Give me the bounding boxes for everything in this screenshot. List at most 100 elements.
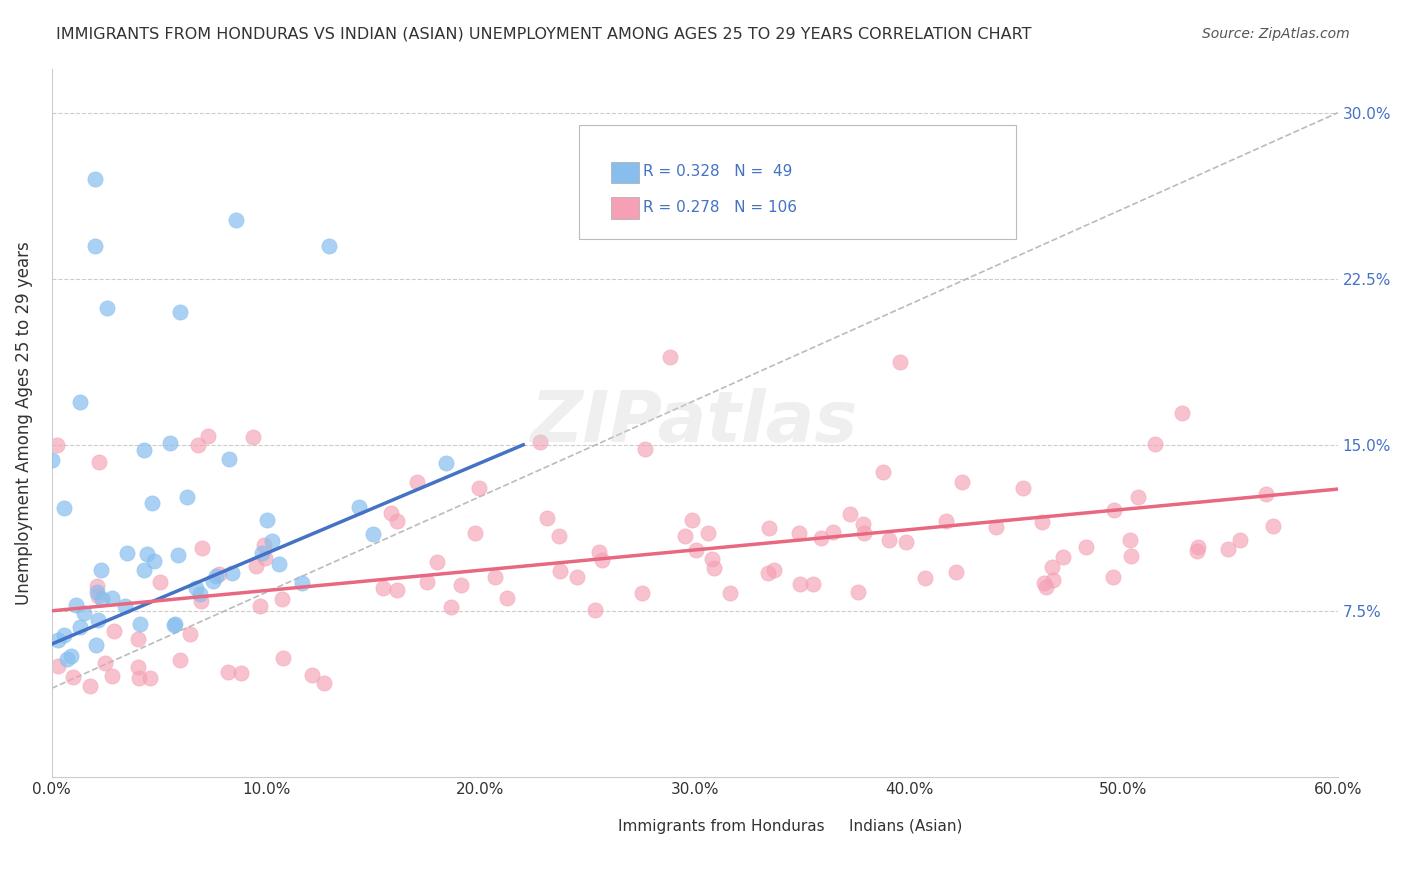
- Point: [1170, 406, 1192, 420]
- Point: [242, 430, 264, 444]
- Point: [1012, 481, 1035, 495]
- Text: ZIPatlas: ZIPatlas: [531, 388, 859, 458]
- Point: [205, 569, 228, 583]
- Point: [135, 548, 157, 562]
- Point: [208, 566, 231, 581]
- Point: [536, 510, 558, 524]
- Point: [91, 592, 114, 607]
- FancyBboxPatch shape: [612, 197, 640, 219]
- Point: [548, 564, 571, 578]
- Y-axis label: Unemployment Among Ages 25 to 29 years: Unemployment Among Ages 25 to 29 years: [15, 241, 32, 605]
- Point: [169, 305, 191, 319]
- Point: [191, 541, 214, 555]
- Point: [810, 531, 832, 545]
- Point: [163, 617, 186, 632]
- Point: [1229, 533, 1251, 548]
- Point: [267, 557, 290, 571]
- Text: R = 0.278   N = 106: R = 0.278 N = 106: [644, 200, 797, 215]
- Point: [852, 517, 875, 532]
- Point: [801, 577, 824, 591]
- Point: [838, 507, 860, 521]
- Point: [889, 355, 911, 369]
- Point: [159, 436, 181, 450]
- Point: [984, 520, 1007, 534]
- Point: [52, 628, 75, 642]
- Point: [84, 638, 107, 652]
- Point: [129, 617, 152, 632]
- Point: [846, 585, 869, 599]
- Point: [450, 578, 472, 592]
- Point: [1256, 487, 1278, 501]
- Point: [132, 563, 155, 577]
- Point: [763, 564, 786, 578]
- Point: [318, 239, 340, 253]
- Point: [83, 172, 105, 186]
- Point: [702, 552, 724, 566]
- Point: [225, 213, 247, 227]
- Text: Indians (Asian): Indians (Asian): [849, 819, 962, 834]
- Point: [631, 586, 654, 600]
- Point: [270, 591, 292, 606]
- Point: [756, 566, 779, 581]
- Point: [271, 651, 294, 665]
- Point: [169, 653, 191, 667]
- Point: [142, 554, 165, 568]
- Point: [1216, 542, 1239, 557]
- Text: IMMIGRANTS FROM HONDURAS VS INDIAN (ASIAN) UNEMPLOYMENT AMONG AGES 25 TO 29 YEAR: IMMIGRANTS FROM HONDURAS VS INDIAN (ASIA…: [56, 27, 1032, 42]
- Point: [440, 599, 463, 614]
- Point: [83, 238, 105, 252]
- Point: [179, 627, 201, 641]
- Point: [149, 574, 172, 589]
- Point: [184, 581, 207, 595]
- Point: [1042, 573, 1064, 587]
- Point: [681, 513, 703, 527]
- Point: [1035, 580, 1057, 594]
- Point: [950, 475, 973, 489]
- Point: [591, 553, 613, 567]
- Point: [633, 442, 655, 457]
- Point: [87, 613, 110, 627]
- Point: [1102, 503, 1125, 517]
- Point: [703, 560, 725, 574]
- Point: [588, 545, 610, 559]
- Point: [426, 555, 449, 569]
- Point: [567, 570, 589, 584]
- Point: [823, 525, 845, 540]
- Point: [464, 526, 486, 541]
- Point: [1074, 540, 1097, 554]
- Point: [1052, 550, 1074, 565]
- Point: [673, 529, 696, 543]
- Point: [583, 602, 606, 616]
- Point: [73, 606, 96, 620]
- Point: [529, 434, 551, 449]
- Point: [1187, 544, 1209, 558]
- Point: [373, 582, 395, 596]
- Point: [484, 570, 506, 584]
- Point: [1187, 540, 1209, 554]
- Point: [1119, 533, 1142, 547]
- Point: [685, 542, 707, 557]
- Point: [167, 548, 190, 562]
- Point: [349, 500, 371, 514]
- Point: [89, 455, 111, 469]
- Point: [94, 656, 117, 670]
- Point: [201, 574, 224, 588]
- Point: [96, 301, 118, 315]
- Point: [789, 576, 811, 591]
- FancyBboxPatch shape: [612, 162, 640, 183]
- Point: [387, 514, 409, 528]
- Point: [52, 500, 75, 515]
- Point: [87, 589, 110, 603]
- Point: [256, 513, 278, 527]
- Point: [69, 620, 91, 634]
- Text: Source: ZipAtlas.com: Source: ZipAtlas.com: [1202, 27, 1350, 41]
- Point: [60, 649, 83, 664]
- Point: [1040, 559, 1063, 574]
- Point: [190, 587, 212, 601]
- Point: [245, 558, 267, 573]
- Point: [46, 658, 69, 673]
- Point: [253, 538, 276, 552]
- Point: [896, 535, 918, 549]
- Point: [945, 565, 967, 579]
- Point: [877, 533, 900, 548]
